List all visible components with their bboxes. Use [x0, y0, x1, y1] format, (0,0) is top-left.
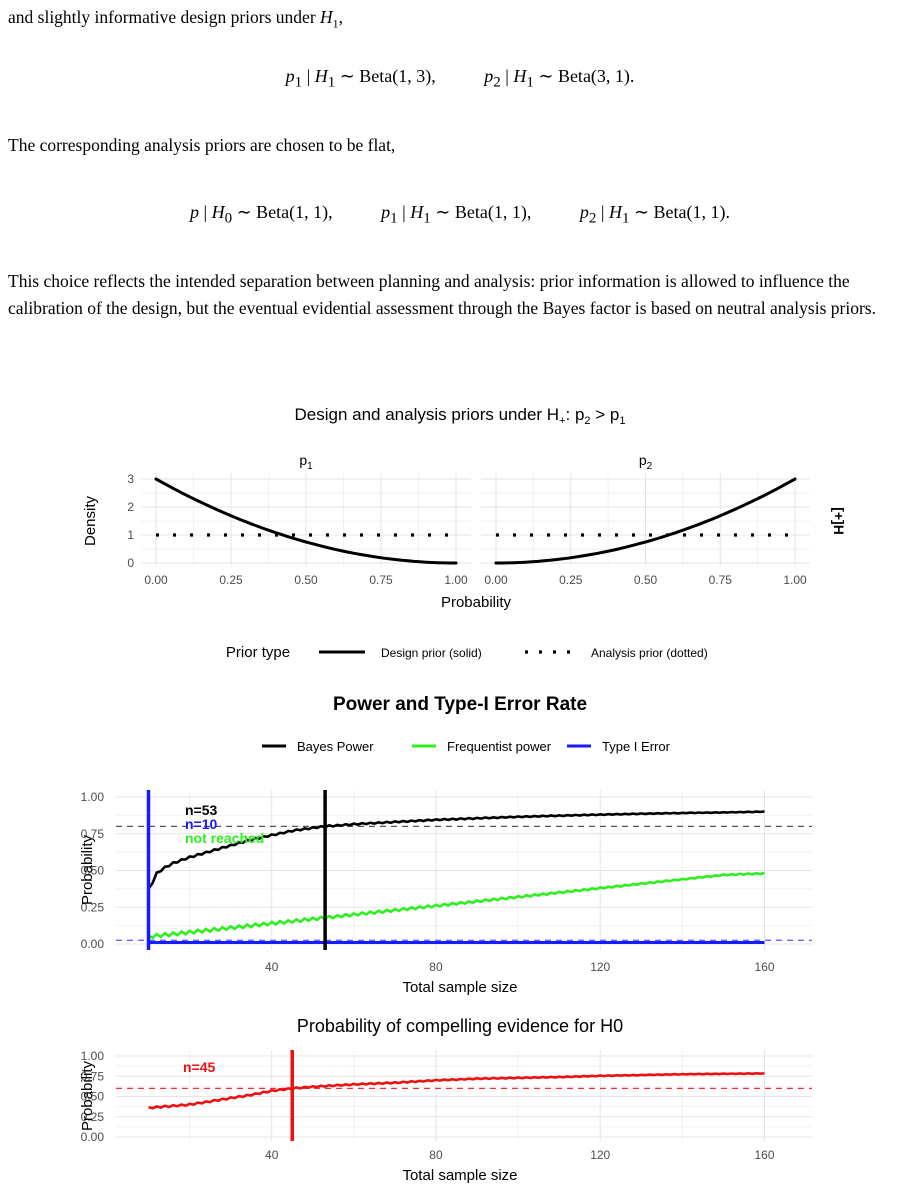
equation-analysis-priors: p | H0 ∼ Beta(1, 1), p1 | H1 ∼ Beta(1, 1…	[0, 202, 920, 228]
power-x-tick-label: 40	[265, 960, 279, 974]
evidence-probability-line	[148, 1071, 765, 1110]
equation-design-priors: p1 | H1 ∼ Beta(1, 3), p2 | H1 ∼ Beta(3, …	[0, 66, 920, 92]
design-prior-line	[154, 477, 458, 565]
prior-x-tick-label: 0.50	[294, 573, 318, 587]
bayes-power-line	[147, 810, 765, 890]
equation-p-analysis: p | H0 ∼ Beta(1, 1),	[189, 202, 333, 227]
power-y-tick-label: 1.00	[81, 790, 105, 804]
evidence-x-tick-label: 120	[590, 1148, 610, 1162]
power-x-axis-label: Total sample size	[402, 979, 517, 996]
evidence-x-tick-label: 40	[265, 1148, 279, 1162]
power-y-tick-label: 0.75	[81, 827, 105, 841]
power-y-tick-label: 0.00	[81, 937, 105, 951]
facet-label-p1: p1	[299, 452, 313, 472]
facet-label-p2: p2	[639, 452, 653, 472]
power-y-axis-label: Probability	[79, 834, 96, 905]
evidence-chart-title: Probability of compelling evidence for H…	[297, 1016, 623, 1036]
prior-chart-title: Design and analysis priors under H+: p2 …	[294, 405, 625, 427]
prior-x-tick-label: 0.00	[144, 573, 168, 587]
power-x-tick-label: 80	[429, 960, 443, 974]
paragraph-intro: and slightly informative design priors u…	[8, 4, 913, 38]
equation-p1-design: p1 | H1 ∼ Beta(1, 3),	[285, 66, 436, 91]
power-legend-label: Frequentist power	[447, 739, 552, 754]
evidence-x-tick-label: 80	[429, 1148, 443, 1162]
power-y-tick-label: 0.50	[81, 864, 105, 878]
prior-x-tick-label: 0.25	[559, 573, 583, 587]
paragraph-intro-text: and slightly informative design priors u…	[8, 7, 344, 31]
prior-x-tick-label: 0.00	[484, 573, 508, 587]
evidence-y-tick-label: 1.00	[81, 1049, 105, 1063]
paragraph-separation-text: This choice reflects the intended separa…	[8, 271, 876, 318]
evidence-y-tick-label: 0.75	[81, 1069, 105, 1083]
prior-x-tick-label: 1.00	[783, 573, 807, 587]
prior-y-tick-label: 3	[127, 472, 134, 486]
prior-x-axis-label: Probability	[441, 594, 512, 611]
power-legend-label: Bayes Power	[297, 739, 374, 754]
prior-strip-label-right: [+]H	[831, 507, 847, 535]
prior-y-axis-label: Density	[82, 495, 99, 546]
evidence-y-tick-label: 0.25	[81, 1110, 105, 1124]
prior-x-tick-label: 0.75	[369, 573, 393, 587]
evidence-x-axis-label: Total sample size	[402, 1167, 517, 1184]
legend-design-label: Design prior (solid)	[381, 646, 482, 660]
prior-legend-title: Prior type	[226, 644, 290, 661]
annotation-not-reached: not reached	[185, 830, 264, 846]
frequentist-power-line	[147, 871, 765, 940]
paragraph-separation: This choice reflects the intended separa…	[8, 268, 913, 322]
power-x-tick-label: 160	[754, 960, 774, 974]
paragraph-analysis-priors: The corresponding analysis priors are ch…	[8, 132, 913, 159]
annotation-n45: n=45	[183, 1059, 216, 1075]
prior-y-tick-label: 1	[127, 528, 134, 542]
equation-p1-analysis: p1 | H1 ∼ Beta(1, 1),	[381, 202, 532, 227]
power-chart-title: Power and Type-I Error Rate	[333, 694, 587, 715]
paragraph-analysis-text: The corresponding analysis priors are ch…	[8, 135, 396, 155]
evidence-x-tick-label: 160	[754, 1148, 774, 1162]
power-y-tick-label: 0.25	[81, 900, 105, 914]
design-prior-line	[494, 477, 797, 565]
prior-x-tick-label: 0.25	[219, 573, 243, 587]
evidence-y-tick-label: 0.50	[81, 1090, 105, 1104]
evidence-y-axis-label: Probability	[79, 1060, 96, 1131]
legend-analysis-label: Analysis prior (dotted)	[591, 646, 708, 660]
prior-x-tick-label: 0.75	[709, 573, 733, 587]
annotation-n10: n=10	[185, 816, 218, 832]
prior-x-tick-label: 1.00	[444, 573, 468, 587]
power-legend-label: Type I Error	[602, 739, 671, 754]
annotation-n53: n=53	[185, 802, 218, 818]
prior-y-tick-label: 0	[127, 556, 134, 570]
evidence-y-tick-label: 0.00	[81, 1130, 105, 1144]
prior-y-tick-label: 2	[127, 500, 134, 514]
equation-p2-analysis: p2 | H1 ∼ Beta(1, 1).	[579, 202, 730, 227]
equation-p2-design: p2 | H1 ∼ Beta(3, 1).	[484, 66, 635, 91]
prior-x-tick-label: 0.50	[634, 573, 658, 587]
power-x-tick-label: 120	[590, 960, 610, 974]
